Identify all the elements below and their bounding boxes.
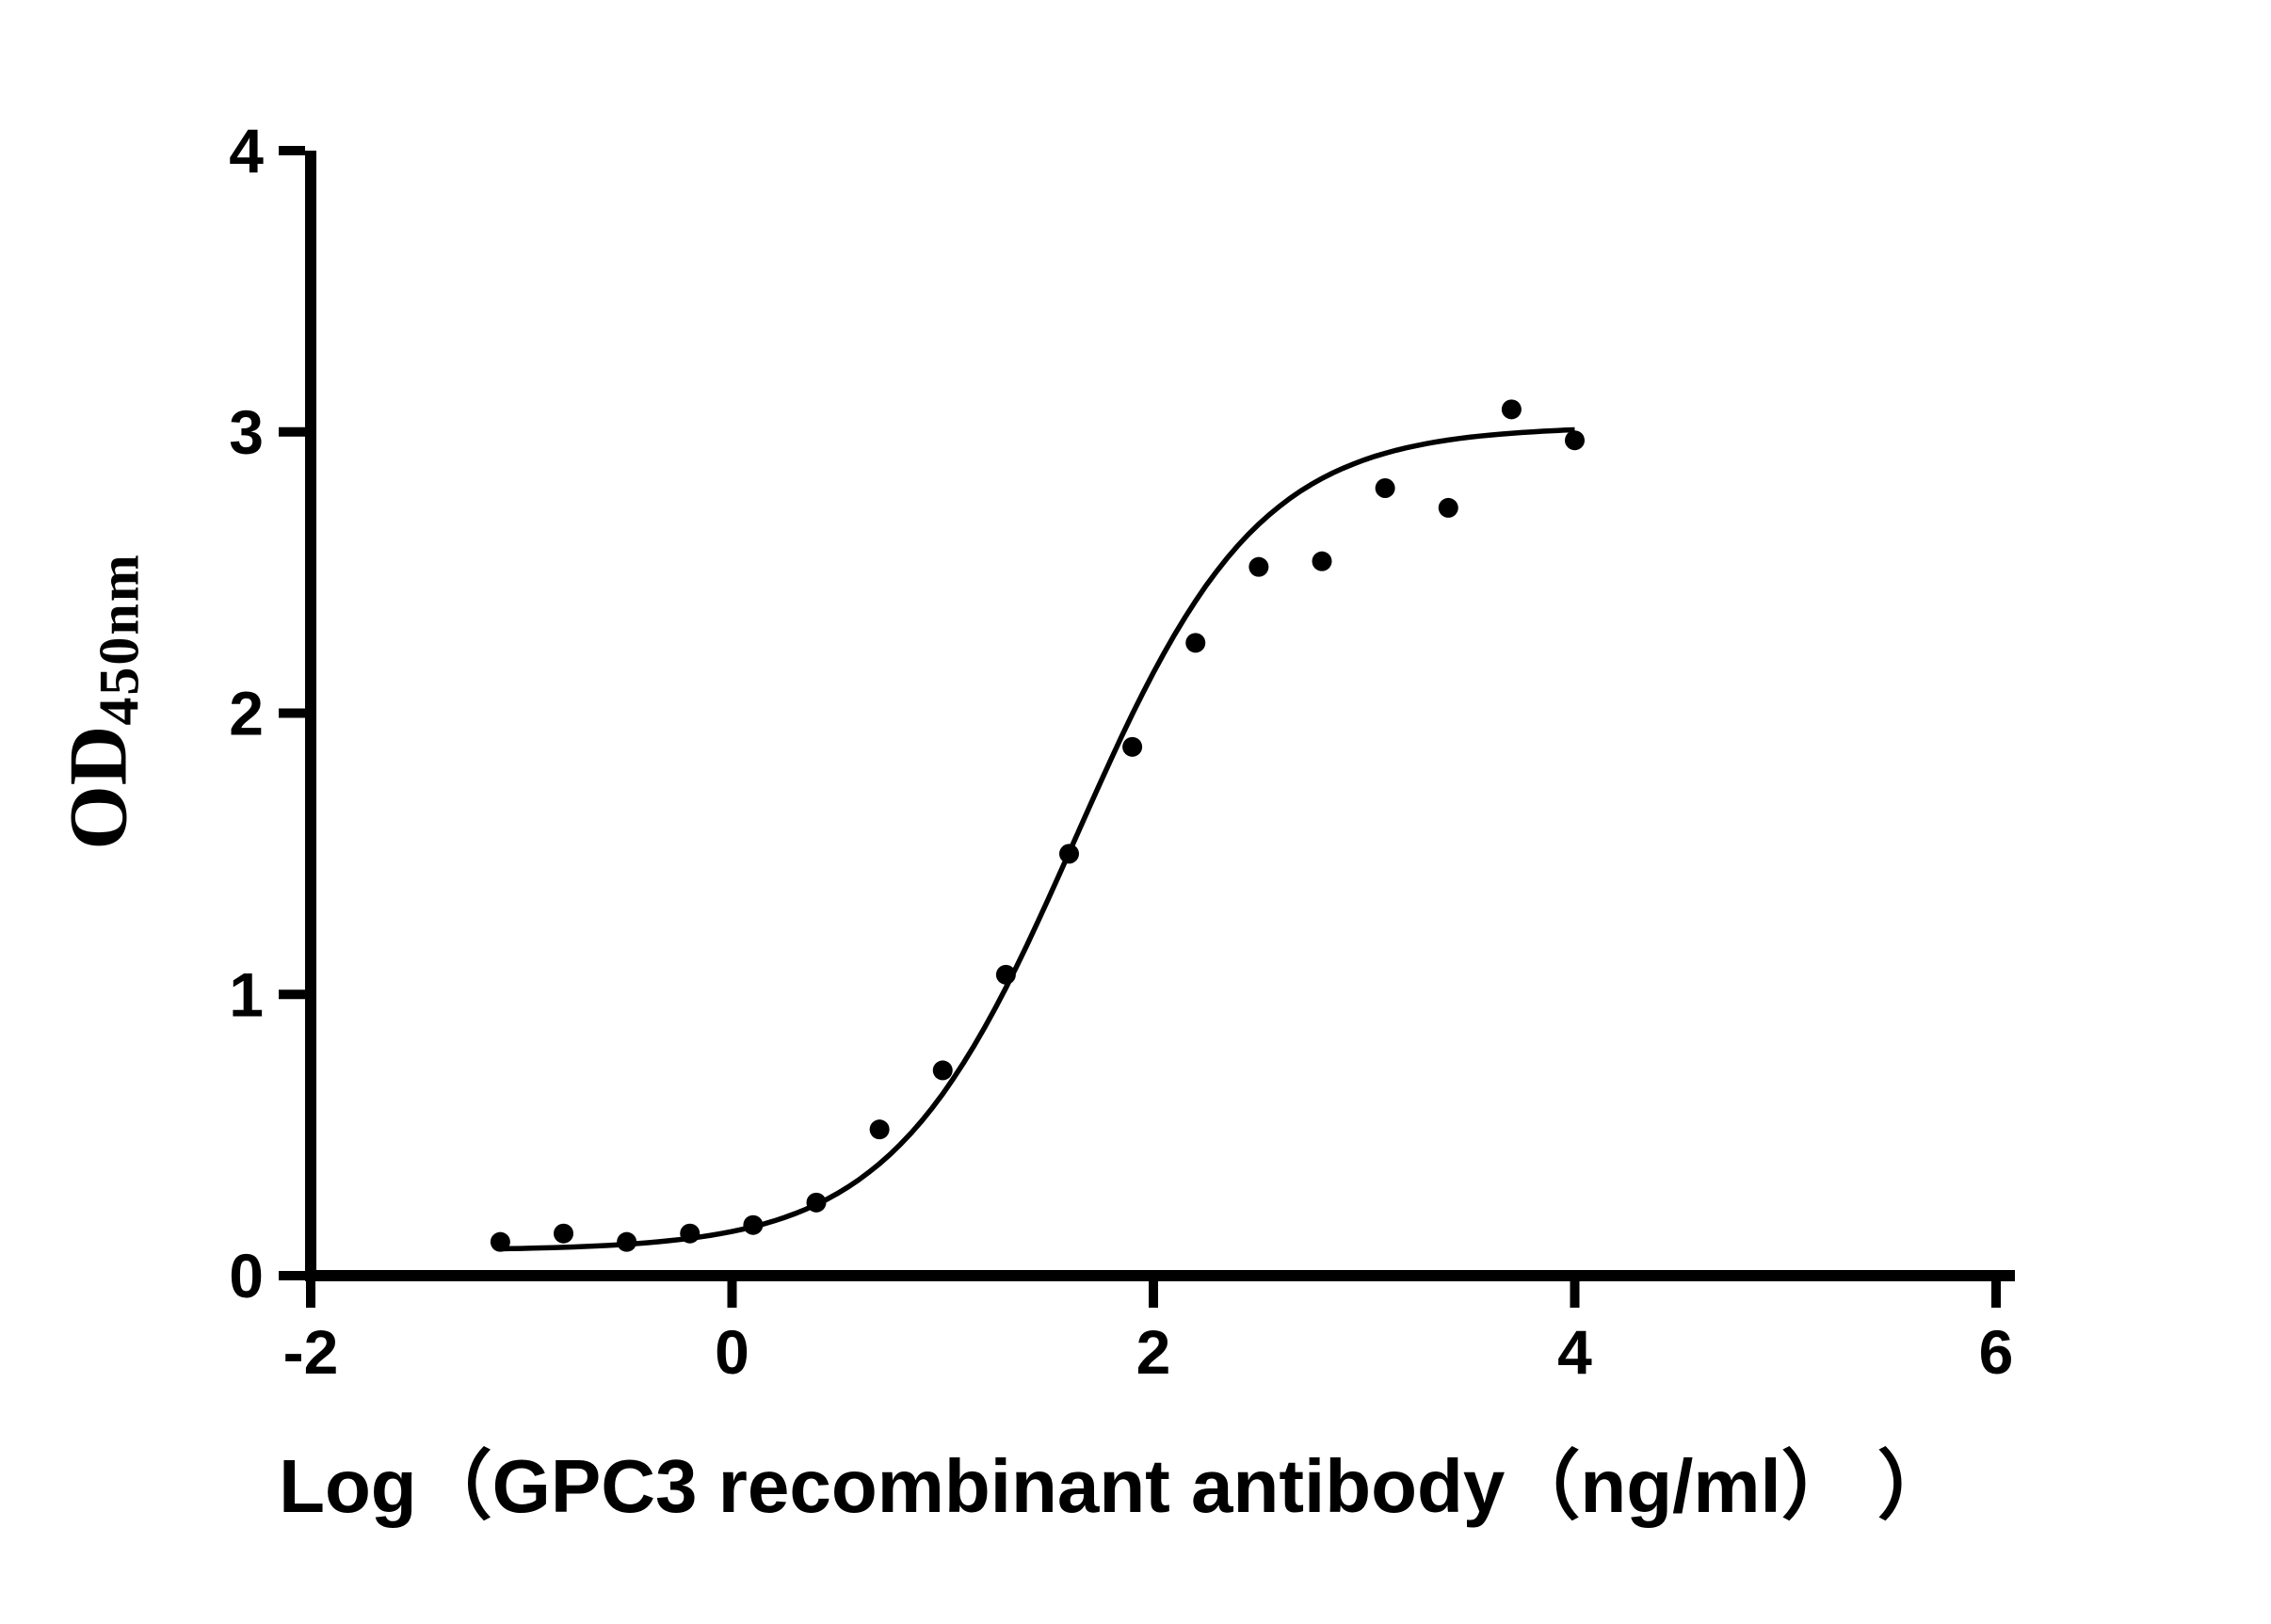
data-point <box>1312 551 1332 571</box>
x-tick-label: 6 <box>1979 1317 2014 1387</box>
data-point <box>1059 844 1079 864</box>
y-axis-title: OD450nm <box>51 553 152 849</box>
y-tick-label: 1 <box>229 959 264 1029</box>
x-tick-label: 4 <box>1557 1317 1592 1387</box>
y-tick-label: 0 <box>229 1241 264 1310</box>
data-point <box>554 1223 573 1244</box>
fit-curve <box>500 426 1575 1252</box>
data-point <box>869 1119 890 1140</box>
data-point <box>490 1231 510 1252</box>
y-axis-title-main: OD <box>53 725 145 850</box>
data-point <box>1501 399 1522 420</box>
data-point <box>1248 556 1269 577</box>
data-point <box>932 1060 953 1081</box>
x-tick-label: 2 <box>1136 1317 1171 1387</box>
data-point <box>617 1231 637 1252</box>
y-tick-label: 3 <box>229 397 264 467</box>
data-point <box>1122 736 1143 757</box>
data-point <box>806 1192 827 1213</box>
data-point <box>1375 478 1395 498</box>
data-point <box>743 1214 764 1235</box>
data-point <box>1565 430 1585 451</box>
x-axis-title: Log（GPC3 recombinant antibody（ng/ml） ） <box>279 1444 1953 1528</box>
x-tick-label: -2 <box>283 1317 339 1387</box>
data-point <box>680 1223 701 1244</box>
data-point <box>995 964 1016 985</box>
y-tick-label: 2 <box>229 679 264 748</box>
x-tick-label: 0 <box>715 1317 749 1387</box>
data-point <box>1185 633 1206 653</box>
y-axis-title-sub: 450nm <box>88 553 151 726</box>
data-point <box>1438 497 1458 518</box>
y-tick-label: 4 <box>229 116 264 185</box>
